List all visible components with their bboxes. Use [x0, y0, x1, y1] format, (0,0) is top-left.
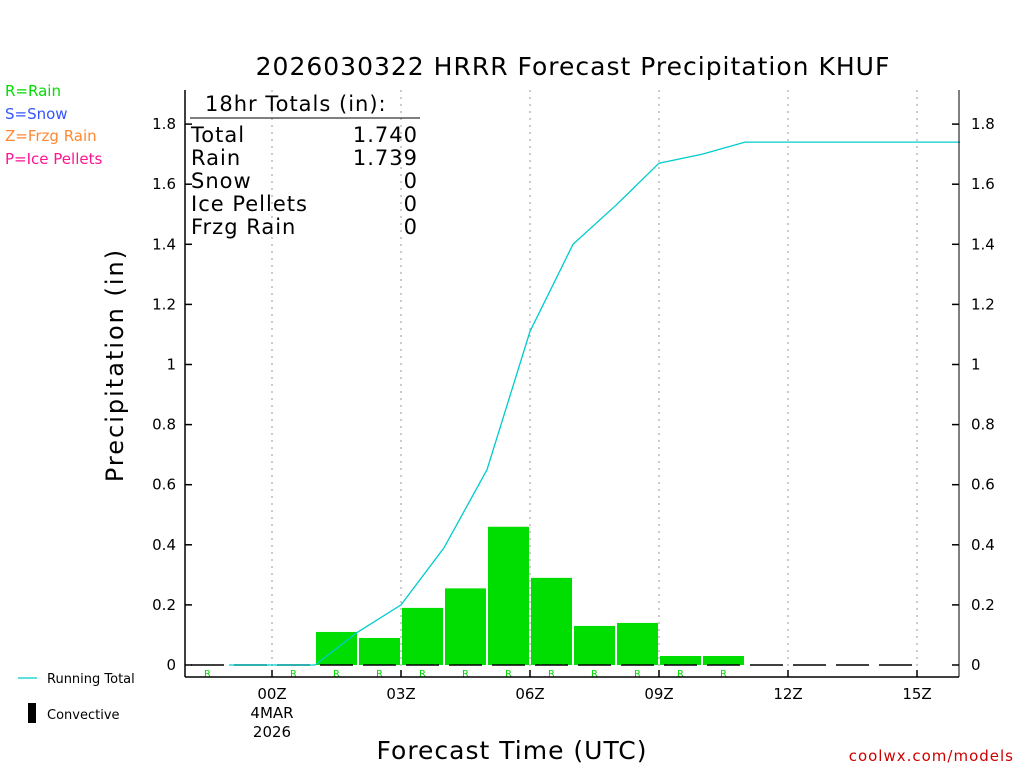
precip-type-marker-4: R: [419, 669, 426, 680]
totals-label: Total: [190, 123, 245, 147]
y-tick-label-left: 0: [166, 656, 176, 674]
y-tick-label-right: 1.8: [971, 115, 995, 133]
y-tick-label-right: 1: [971, 356, 981, 374]
x-tick-label-15Z: 15Z: [902, 685, 931, 703]
legend-snow: S=Snow: [5, 105, 68, 123]
legend-frzg-rain: Z=Frzg Rain: [5, 127, 97, 145]
precip-type-marker-1: R: [290, 669, 297, 680]
precip-bar-3: [359, 638, 400, 665]
precip-type-marker-9: R: [634, 669, 641, 680]
precip-bar-8: [574, 626, 615, 665]
precip-type-marker-5: R: [462, 669, 469, 680]
precip-type-marker-3: R: [376, 669, 383, 680]
precip-bar-6: [488, 527, 529, 665]
x-tick-label-06Z: 06Z: [515, 685, 544, 703]
precip-type-marker-8: R: [591, 669, 598, 680]
y-tick-label-right: 0.4: [971, 536, 995, 554]
totals-label: Rain: [191, 146, 241, 170]
legend-rain: R=Rain: [5, 82, 61, 100]
precip-bar-7: [531, 578, 572, 665]
y-tick-label-right: 1.2: [971, 295, 995, 313]
chart-title: 2026030322 HRRR Forecast Precipitation K…: [256, 52, 891, 81]
totals-value: 0: [404, 215, 418, 239]
totals-value: 0: [404, 192, 418, 216]
x-tick-label-09Z: 09Z: [644, 685, 673, 703]
y-tick-label-left: 1.4: [152, 235, 176, 253]
precip-bar-11: [703, 656, 744, 665]
precip-bar-10: [660, 656, 701, 665]
y-axis-label: Precipitation (in): [101, 248, 129, 482]
legend-convective: Convective: [47, 708, 120, 723]
y-tick-label-left: 0.4: [152, 536, 176, 554]
y-tick-label-right: 1.6: [971, 175, 995, 193]
totals-box: 18hr Totals (in): Total 1.740 Rain 1.739 Sno…: [190, 92, 420, 239]
y-tick-label-right: 0.2: [971, 596, 995, 614]
totals-label: Ice Pellets: [191, 192, 308, 216]
y-tick-label-left: 1: [166, 356, 176, 374]
y-tick-label-left: 1.2: [152, 295, 176, 313]
totals-value: 1.739: [353, 146, 418, 170]
x-tick-date: 4MAR: [250, 704, 293, 722]
y-tick-label-right: 0.8: [971, 416, 995, 434]
precip-type-marker-11: R: [720, 669, 727, 680]
legend-ice-pellets: P=Ice Pellets: [5, 150, 102, 168]
y-tick-label-left: 0.6: [152, 476, 176, 494]
convective-swatch: [28, 703, 36, 723]
series-legend: Running Total Convective: [18, 672, 135, 723]
totals-value: 0: [404, 169, 418, 193]
totals-value: 1.740: [353, 123, 418, 147]
precip-chart: 2026030322 HRRR Forecast Precipitation K…: [0, 0, 1024, 768]
totals-label: Snow: [191, 169, 252, 193]
precip-type-marker-6: R: [505, 669, 512, 680]
y-tick-label-left: 0.2: [152, 596, 176, 614]
precip-type-marker-2: R: [333, 669, 340, 680]
y-tick-label-left: 1.8: [152, 115, 176, 133]
x-tick-label-12Z: 12Z: [773, 685, 802, 703]
x-tick-year: 2026: [253, 723, 291, 741]
precip-bar-9: [617, 623, 658, 665]
precip-type-marker-10: R: [677, 669, 684, 680]
totals-label: Frzg Rain: [191, 215, 296, 239]
y-tick-label-left: 0.8: [152, 416, 176, 434]
credit-text: coolwx.com/models: [849, 747, 1014, 765]
precip-type-marker--1: R: [204, 669, 211, 680]
precip-bar-4: [402, 608, 443, 665]
running-total-line: [229, 142, 960, 665]
x-axis-label: Forecast Time (UTC): [377, 736, 648, 765]
x-tick-label-00Z: 00Z: [257, 685, 286, 703]
precip-type-legend: R=Rain S=Snow Z=Frzg Rain P=Ice Pellets: [5, 82, 102, 168]
y-tick-label-right: 0: [971, 656, 981, 674]
totals-header: 18hr Totals (in):: [205, 92, 387, 116]
grid-lines: [272, 90, 917, 677]
precip-bar-5: [445, 588, 486, 665]
legend-running-total: Running Total: [47, 672, 135, 687]
y-tick-label-left: 1.6: [152, 175, 176, 193]
y-tick-label-right: 1.4: [971, 235, 995, 253]
x-tick-label-03Z: 03Z: [386, 685, 415, 703]
y-tick-label-right: 0.6: [971, 476, 995, 494]
precip-type-marker-7: R: [548, 669, 555, 680]
